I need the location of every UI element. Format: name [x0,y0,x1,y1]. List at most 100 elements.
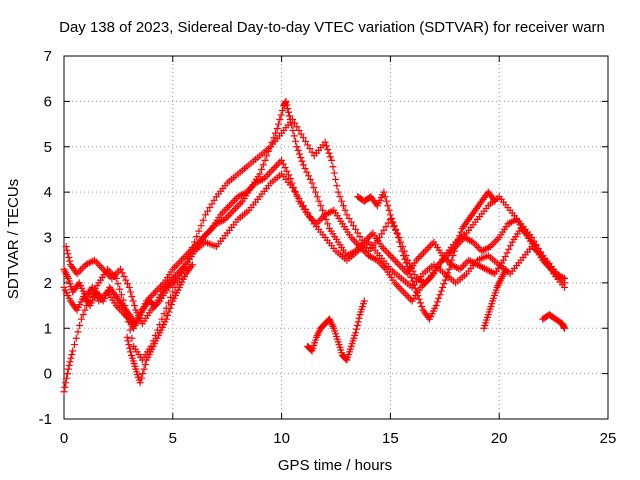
data-point [140,365,148,373]
data-point [61,383,69,391]
data-point [72,334,80,342]
y-tick-label: 3 [44,230,52,247]
data-point [167,301,175,309]
data-point [345,214,353,222]
data-point [456,232,464,240]
data-point [439,283,447,291]
data-point [452,243,460,251]
data-point [291,187,299,195]
data-point [302,205,310,213]
data-point [285,171,293,179]
x-tick-label: 15 [382,430,399,447]
data-point [388,214,396,222]
data-point [398,247,406,255]
data-point [127,288,135,296]
data-point [407,273,415,281]
data-point [355,314,363,322]
data-point [285,108,293,116]
data-point [165,308,173,316]
data-point [67,354,75,362]
x-tick-label: 10 [273,430,290,447]
data-point [275,120,283,128]
data-point [64,250,72,258]
data-point [418,302,426,310]
data-point [293,143,301,151]
data-point [122,276,130,284]
data-point [409,277,417,285]
data-point [416,299,424,307]
data-point [297,198,305,206]
data-point [278,106,286,114]
data-point [256,170,264,178]
data-point [382,223,390,231]
data-point [195,227,203,235]
x-tick-label: 5 [169,430,177,447]
data-point [306,145,314,153]
data-point [297,154,305,162]
x-tick-label: 0 [60,430,68,447]
data-point [385,206,393,214]
y-tick-label: 2 [44,275,52,292]
data-point [60,388,68,396]
data-point [277,111,285,119]
data-point [206,204,214,212]
data-point [283,167,291,175]
data-point [384,202,392,210]
data-point [319,206,327,214]
data-point [560,279,568,287]
data-point [295,194,303,202]
data-point [278,156,286,164]
data-point [560,324,568,332]
data-point [411,284,419,292]
data-point [188,243,196,251]
data-point [286,175,294,183]
data-point [204,207,212,215]
data-point [330,169,338,177]
data-point [440,280,448,288]
data-point [66,358,74,366]
data-point [310,184,318,192]
data-point [397,243,405,251]
data-point [324,220,332,228]
data-point [338,197,346,205]
data-point [301,165,309,173]
data-point [381,193,389,201]
data-point [282,97,290,105]
data-point [332,175,340,183]
data-point [136,379,144,387]
data-point [403,263,411,271]
data-point [396,238,404,246]
data-point [406,270,414,278]
chart-title: Day 138 of 2023, Sidereal Day-to-day VTE… [59,19,605,36]
data-point [128,292,136,300]
data-point [414,292,422,300]
data-point [63,370,71,378]
data-point [166,304,174,312]
data-point [193,233,201,241]
data-point [324,145,332,153]
data-point [445,265,453,273]
data-point [405,266,413,274]
data-point [259,161,267,169]
data-point [325,149,333,157]
data-point [329,163,337,171]
data-point [454,235,462,243]
data-point [321,138,329,146]
data-point [313,193,321,201]
data-point [126,344,134,352]
data-point [127,348,135,356]
data-point [352,325,360,333]
data-point [502,265,510,273]
data-point [328,156,336,164]
data-point [303,168,311,176]
data-point [306,213,314,221]
data-point [390,222,398,230]
data-point [70,341,78,349]
data-point [284,105,292,113]
x-tick-label: 20 [491,430,508,447]
data-point [129,297,137,305]
data-point [117,265,125,273]
data-point [354,318,362,326]
